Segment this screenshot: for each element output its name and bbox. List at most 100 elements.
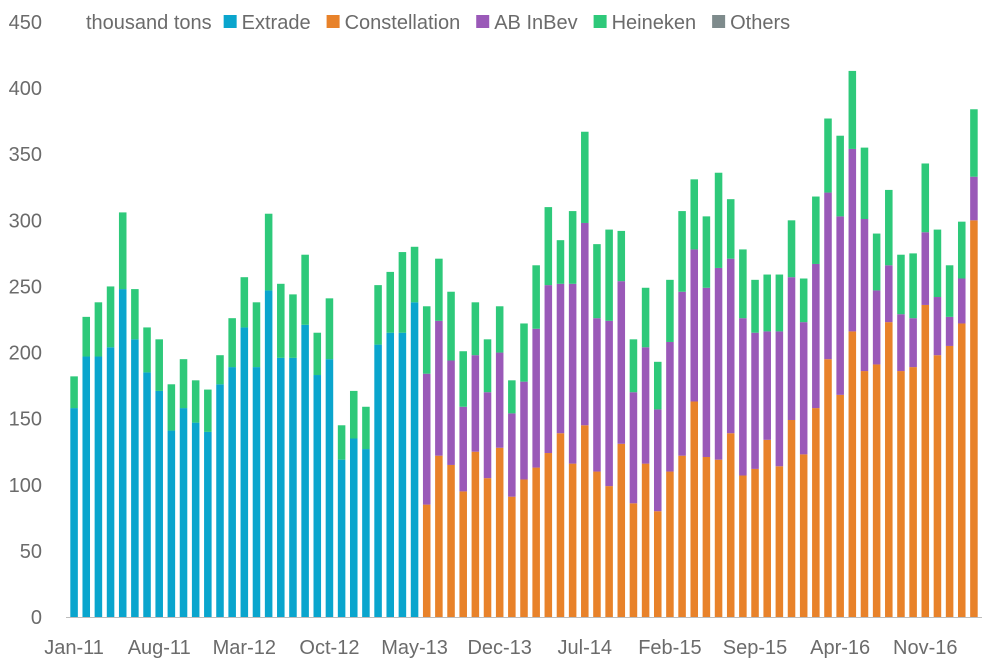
bar-segment-constellation <box>933 355 942 617</box>
bar-segment-heineken <box>435 258 443 321</box>
bar-segment-heineken <box>508 380 516 414</box>
bar-segment-ab-inbev <box>593 318 601 472</box>
bar-segment-constellation <box>860 371 869 617</box>
bar-segment-heineken <box>155 339 163 391</box>
bar-segment-constellation <box>520 479 528 617</box>
bar-segment-ab-inbev <box>653 409 662 512</box>
bar-segment-heineken <box>836 135 844 217</box>
bar-segment-heineken <box>921 163 930 233</box>
bar-segment-ab-inbev <box>702 287 711 458</box>
x-tick-label: Nov-16 <box>893 637 957 659</box>
bar-segment-extrade <box>94 356 103 617</box>
bar-segment-constellation <box>666 471 674 617</box>
legend-swatch-ab-inbev <box>476 15 490 28</box>
bar-segment-extrade <box>398 332 407 617</box>
bar-segment-ab-inbev <box>532 328 540 468</box>
y-tick-label: 300 <box>9 210 42 232</box>
bar-segment-constellation <box>495 447 504 617</box>
bar-segment-heineken <box>714 172 723 268</box>
bar-segment-extrade <box>191 422 200 617</box>
bar-segment-constellation <box>483 478 492 617</box>
bar-segment-heineken <box>398 252 407 333</box>
bar-segment-extrade <box>118 289 127 617</box>
bar-segment-constellation <box>714 459 723 617</box>
bar-segment-extrade <box>70 408 78 617</box>
bar-segment-constellation <box>617 443 626 617</box>
bar-segment-ab-inbev <box>471 355 480 452</box>
x-tick-label: Sep-15 <box>723 637 788 659</box>
bar-segment-ab-inbev <box>508 413 516 497</box>
bar-segment-constellation <box>885 322 893 617</box>
bar-segment-constellation <box>872 364 881 617</box>
bar-segment-heineken <box>848 70 857 149</box>
bar-segment-ab-inbev <box>763 331 771 440</box>
x-tick-label: Apr-16 <box>810 637 870 659</box>
bar-segment-constellation <box>921 304 930 617</box>
bar-segment-heineken <box>94 302 103 357</box>
bar-segment-heineken <box>301 254 309 325</box>
bar-segment-ab-inbev <box>933 297 942 356</box>
bar-segment-ab-inbev <box>872 290 881 365</box>
bar-segment-ab-inbev <box>459 406 467 492</box>
bar-segment-ab-inbev <box>678 291 686 456</box>
bar-segment-constellation <box>945 345 954 617</box>
legend-swatch-others <box>712 15 726 28</box>
y-tick-label: 350 <box>9 144 42 166</box>
bar-segment-extrade <box>337 459 346 617</box>
bar-segment-constellation <box>459 491 467 617</box>
bar-segment-heineken <box>702 216 711 288</box>
bar-segment-extrade <box>155 390 163 617</box>
bar-segment-heineken <box>860 147 869 220</box>
bar-segment-ab-inbev <box>860 219 869 372</box>
bar-segment-heineken <box>118 212 127 290</box>
bar-segment-heineken <box>739 249 747 319</box>
bar-segment-ab-inbev <box>836 216 844 395</box>
bar-segment-heineken <box>726 199 735 259</box>
bar-segment-heineken <box>167 384 176 431</box>
bar-segment-heineken <box>70 376 78 409</box>
bar-segment-heineken <box>824 118 832 193</box>
bar-segment-heineken <box>240 277 249 328</box>
bar-segment-heineken <box>264 213 273 291</box>
bar-segment-ab-inbev <box>970 176 978 221</box>
bar-segment-extrade <box>362 449 370 617</box>
legend-label-heineken: Heineken <box>612 12 697 34</box>
bar-segment-ab-inbev <box>617 281 626 444</box>
legend-swatch-constellation <box>326 15 340 28</box>
bar-segment-constellation <box>629 503 638 617</box>
bar-segment-heineken <box>678 211 686 292</box>
bar-segment-ab-inbev <box>520 381 528 480</box>
bar-segment-extrade <box>240 327 249 617</box>
bar-segment-ab-inbev <box>556 283 565 434</box>
bar-segment-heineken <box>337 425 346 460</box>
bar-segment-heineken <box>970 109 978 177</box>
bar-segment-ab-inbev <box>885 265 893 323</box>
bar-segment-heineken <box>690 179 699 250</box>
bar-segment-heineken <box>228 318 236 368</box>
bar-segment-heineken <box>751 279 759 333</box>
y-tick-label: 100 <box>9 475 42 497</box>
y-axis-unit-label: thousand tons <box>86 12 212 34</box>
bar-segment-heineken <box>799 278 808 323</box>
bar-segment-heineken <box>945 265 954 317</box>
bar-segment-constellation <box>957 323 966 617</box>
bar-segment-heineken <box>325 298 334 360</box>
bar-segment-heineken <box>410 246 419 303</box>
bar-segment-heineken <box>386 271 395 333</box>
bar-segment-extrade <box>277 357 285 617</box>
bar-segment-extrade <box>228 367 236 617</box>
bar-segment-extrade <box>386 332 395 617</box>
bar-segment-extrade <box>313 375 322 617</box>
bar-segment-ab-inbev <box>641 347 650 464</box>
bar-segment-extrade <box>106 347 115 617</box>
bar-segment-heineken <box>216 355 224 385</box>
bar-segment-ab-inbev <box>581 222 589 426</box>
bar-segment-heineken <box>653 361 662 410</box>
x-tick-label: Dec-13 <box>467 637 531 659</box>
bar-segment-ab-inbev <box>690 249 699 402</box>
bar-segment-extrade <box>204 431 212 617</box>
bar-segment-heineken <box>520 323 528 382</box>
bar-segment-extrade <box>143 372 151 617</box>
bar-segment-constellation <box>422 504 431 617</box>
y-axis: 0 50 100 150 200 250 300 350 400 450 <box>9 12 42 629</box>
